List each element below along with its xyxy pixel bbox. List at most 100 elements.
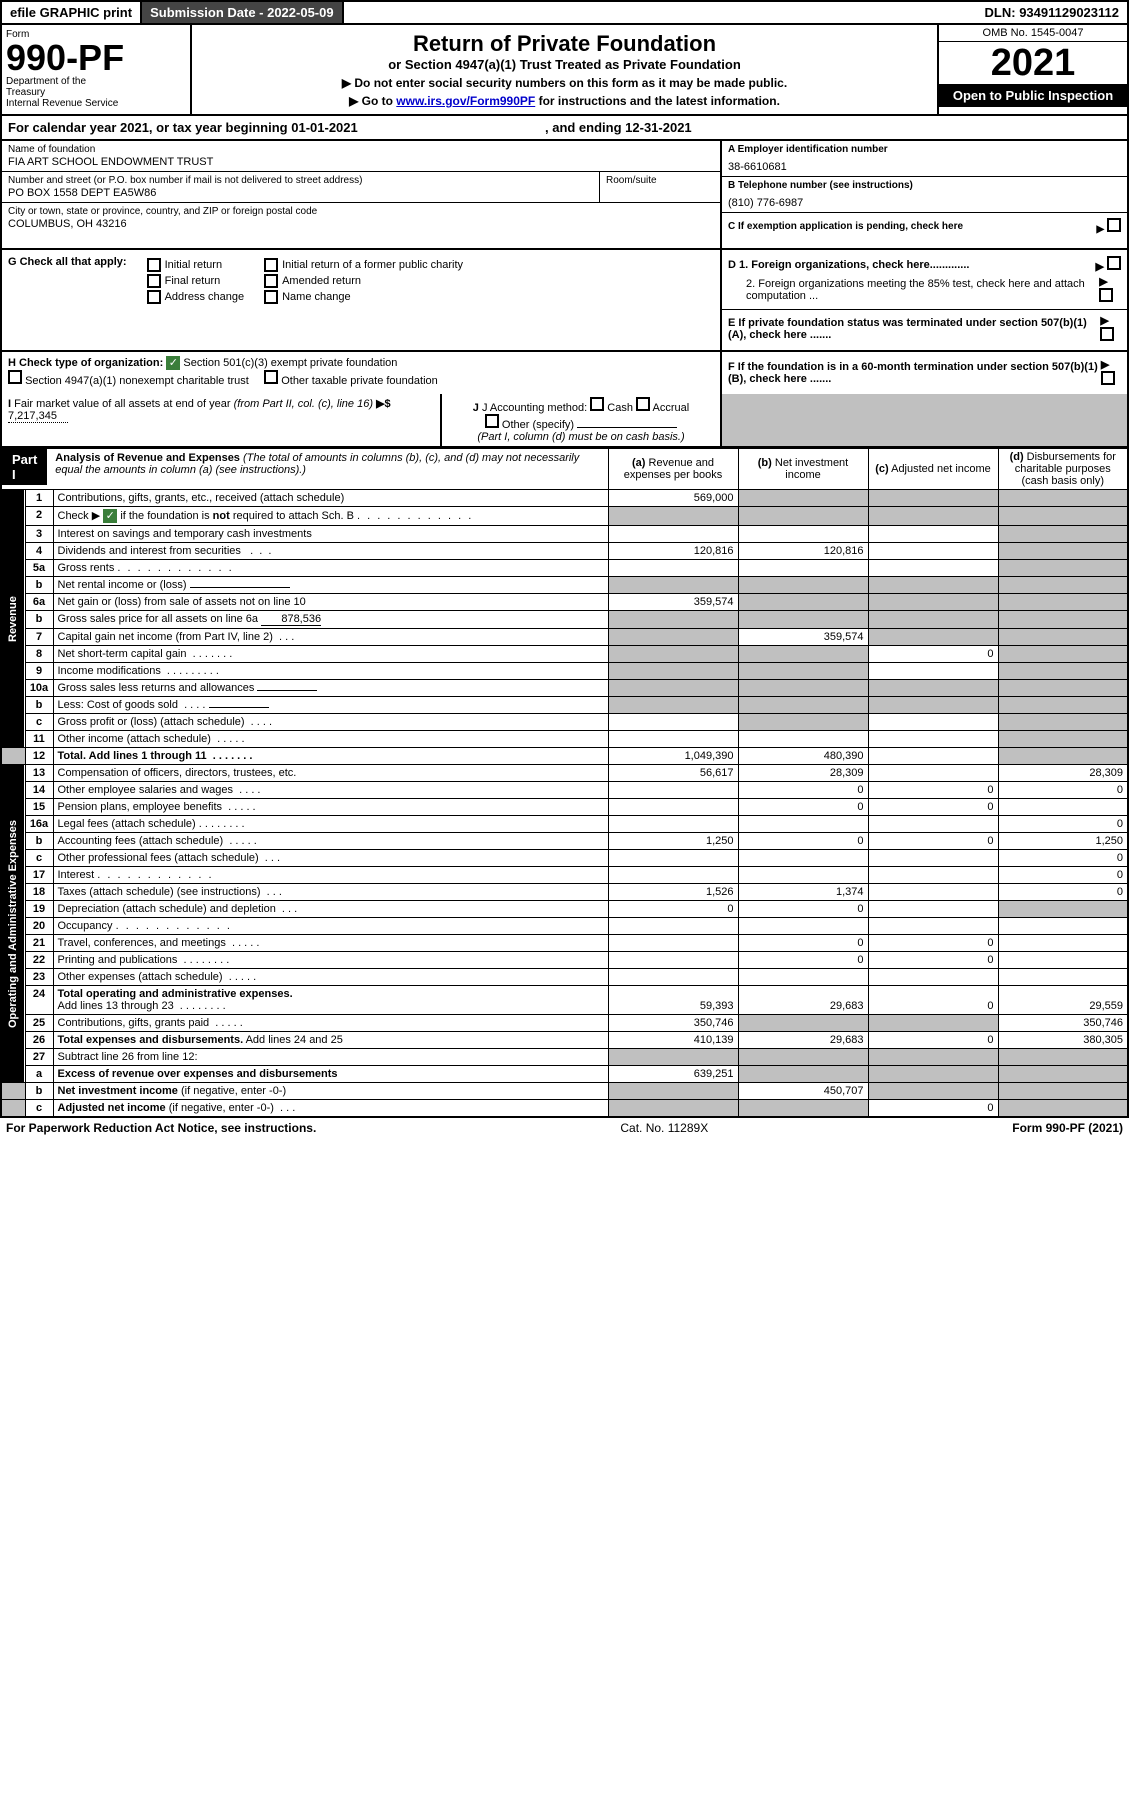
line-27: 27 Subtract line 26 from line 12:	[1, 1049, 1128, 1066]
j-accrual: Accrual	[653, 402, 690, 414]
line-4: 4 Dividends and interest from securities…	[1, 543, 1128, 560]
name-label: Name of foundation	[8, 144, 714, 155]
footer-right: Form 990-PF (2021)	[1012, 1121, 1123, 1135]
arrow-icon: ▶	[1101, 359, 1109, 371]
l10c-desc: Gross profit or (loss) (attach schedule)…	[53, 714, 608, 731]
l16b-c: 0	[868, 833, 998, 850]
header-section: Form 990-PF Department of theTreasuryInt…	[0, 25, 1129, 116]
l5b-num: b	[25, 577, 53, 594]
l12-num: 12	[25, 748, 53, 765]
l16b-d: 1,250	[998, 833, 1128, 850]
l21-desc: Travel, conferences, and meetings . . . …	[53, 935, 608, 952]
g-initial-public-checkbox[interactable]	[264, 258, 278, 272]
j-other-checkbox[interactable]	[485, 414, 499, 428]
h-501c3-checkbox[interactable]: ✓	[166, 356, 180, 370]
f-section: F If the foundation is in a 60-month ter…	[722, 352, 1127, 394]
l2-desc: Check ▶ ✓ if the foundation is not requi…	[53, 507, 608, 526]
line-15: 15 Pension plans, employee benefits . . …	[1, 799, 1128, 816]
g-initial-checkbox[interactable]	[147, 258, 161, 272]
l24-desc: Total operating and administrative expen…	[53, 986, 608, 1015]
g-section: G Check all that apply: Initial return F…	[2, 250, 722, 350]
j-other-line	[577, 427, 677, 428]
cal-prefix: For calendar year 2021, or tax year begi…	[8, 120, 291, 135]
i-j-section: I Fair market value of all assets at end…	[0, 394, 1129, 448]
l7-num: 7	[25, 629, 53, 646]
part1-header-row: Part I Analysis of Revenue and Expenses …	[1, 449, 1128, 490]
l10b-desc: Less: Cost of goods sold . . . .	[53, 697, 608, 714]
line-7: 7 Capital gain net income (from Part IV,…	[1, 629, 1128, 646]
line-14: 14 Other employee salaries and wages . .…	[1, 782, 1128, 799]
l16b-a: 1,250	[608, 833, 738, 850]
e-checkbox[interactable]	[1100, 327, 1114, 341]
c-cell: C If exemption application is pending, c…	[722, 213, 1127, 240]
g-final-checkbox[interactable]	[147, 274, 161, 288]
l18-desc: Taxes (attach schedule) (see instruction…	[53, 884, 608, 901]
line-27c: c Adjusted net income (if negative, ente…	[1, 1100, 1128, 1118]
d1-checkbox[interactable]	[1107, 256, 1121, 270]
l10a-desc: Gross sales less returns and allowances	[53, 680, 608, 697]
phone-value: (810) 776-6987	[728, 197, 1121, 209]
h-f-section: H Check type of organization: ✓ Section …	[0, 352, 1129, 394]
g-name-checkbox[interactable]	[264, 290, 278, 304]
g-c1: Initial return	[165, 259, 222, 271]
c-checkbox[interactable]	[1107, 218, 1121, 232]
h-label: H Check type of organization:	[8, 357, 163, 369]
l25-a: 350,746	[608, 1015, 738, 1032]
h-other-checkbox[interactable]	[264, 370, 278, 384]
l1-a: 569,000	[608, 490, 738, 507]
l27a-desc: Excess of revenue over expenses and disb…	[53, 1066, 608, 1083]
l7-desc: Capital gain net income (from Part IV, l…	[53, 629, 608, 646]
g-amended-checkbox[interactable]	[264, 274, 278, 288]
l6b-desc: Gross sales price for all assets on line…	[53, 611, 608, 629]
l14-desc: Other employee salaries and wages . . . …	[53, 782, 608, 799]
calendar-row: For calendar year 2021, or tax year begi…	[0, 116, 1129, 141]
g-address-checkbox[interactable]	[147, 290, 161, 304]
a-label: A Employer identification number	[728, 144, 1121, 155]
g-label: G Check all that apply:	[8, 256, 127, 306]
ein-cell: A Employer identification number 38-6610…	[722, 141, 1127, 177]
l4-num: 4	[25, 543, 53, 560]
l20-desc: Occupancy	[53, 918, 608, 935]
phone-cell: B Telephone number (see instructions) (8…	[722, 177, 1127, 213]
l27-num: 27	[25, 1049, 53, 1066]
l16b-num: b	[25, 833, 53, 850]
f-checkbox[interactable]	[1101, 371, 1115, 385]
l6a-num: 6a	[25, 594, 53, 611]
l15-c: 0	[868, 799, 998, 816]
ij-right-shaded	[722, 394, 1127, 446]
line-11: 11 Other income (attach schedule) . . . …	[1, 731, 1128, 748]
instr-link[interactable]: www.irs.gov/Form990PF	[396, 94, 535, 108]
l5a-num: 5a	[25, 560, 53, 577]
line-12: 12 Total. Add lines 1 through 11 . . . .…	[1, 748, 1128, 765]
line-25: 25 Contributions, gifts, grants paid . .…	[1, 1015, 1128, 1032]
l27c-num: c	[25, 1100, 53, 1118]
line-21: 21 Travel, conferences, and meetings . .…	[1, 935, 1128, 952]
d-e-section: D 1. Foreign organizations, check here..…	[722, 250, 1127, 350]
line-22: 22 Printing and publications . . . . . .…	[1, 952, 1128, 969]
line-17: 17 Interest 0	[1, 867, 1128, 884]
l10c-num: c	[25, 714, 53, 731]
omb-number: OMB No. 1545-0047	[939, 25, 1127, 42]
l3-desc: Interest on savings and temporary cash i…	[53, 526, 608, 543]
header-left: Form 990-PF Department of theTreasuryInt…	[2, 25, 192, 114]
l26-b: 29,683	[738, 1032, 868, 1049]
line-20: 20 Occupancy	[1, 918, 1128, 935]
d2-checkbox[interactable]	[1099, 288, 1113, 302]
l16c-desc: Other professional fees (attach schedule…	[53, 850, 608, 867]
l23-num: 23	[25, 969, 53, 986]
arrow-icon: ▶$	[376, 398, 391, 410]
j-accrual-checkbox[interactable]	[636, 397, 650, 411]
line-2: 2 Check ▶ ✓ if the foundation is not req…	[1, 507, 1128, 526]
j-cash-checkbox[interactable]	[590, 397, 604, 411]
l2-checkbox[interactable]: ✓	[103, 509, 117, 523]
submission-date: Submission Date - 2022-05-09	[142, 2, 344, 23]
cal-begin: 01-01-2021	[291, 120, 358, 135]
l22-desc: Printing and publications . . . . . . . …	[53, 952, 608, 969]
h-4947-checkbox[interactable]	[8, 370, 22, 384]
line-6a: 6a Net gain or (loss) from sale of asset…	[1, 594, 1128, 611]
e-label: E If private foundation status was termi…	[728, 317, 1100, 341]
l25-d: 350,746	[998, 1015, 1128, 1032]
l2-num: 2	[25, 507, 53, 526]
city-cell: City or town, state or province, country…	[2, 203, 720, 248]
line-19: 19 Depreciation (attach schedule) and de…	[1, 901, 1128, 918]
